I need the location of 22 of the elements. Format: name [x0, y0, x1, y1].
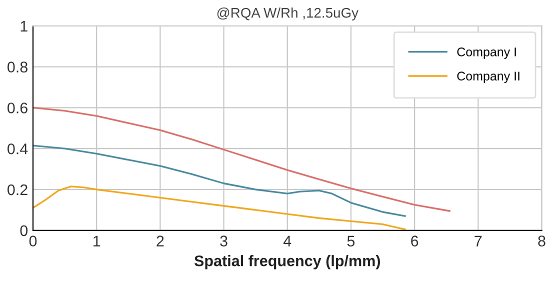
line-series	[33, 106, 450, 212]
x-tick-label: 8	[538, 236, 546, 246]
x-tick-label: 1	[94, 236, 100, 246]
x-tick-label: 5	[347, 236, 355, 246]
y-tick-label: 0.4	[8, 143, 28, 154]
x-tick-label: 4	[283, 236, 292, 246]
y-tick-label: 1	[20, 20, 28, 32]
line-series	[33, 144, 406, 217]
chart-title: @RQA W/Rh ,12.5uGy	[217, 8, 358, 20]
x-tick-label: 2	[156, 236, 164, 246]
y-tick-label: 0.6	[8, 102, 28, 114]
line-series	[33, 186, 406, 230]
y-tick-label: 0.2	[8, 184, 28, 196]
y-tick-label: 0	[20, 225, 28, 236]
legend-label: Company II	[457, 72, 520, 83]
x-axis-title: Spatial frequency (lp/mm)	[194, 255, 380, 270]
x-tick-label: 0	[29, 236, 37, 246]
x-tick-label: 7	[474, 236, 482, 246]
x-tick-label: 3	[220, 236, 228, 246]
y-tick-label: 0.8	[8, 62, 28, 72]
legend-label: Company I	[457, 48, 516, 59]
x-tick-label: 6	[411, 236, 418, 246]
